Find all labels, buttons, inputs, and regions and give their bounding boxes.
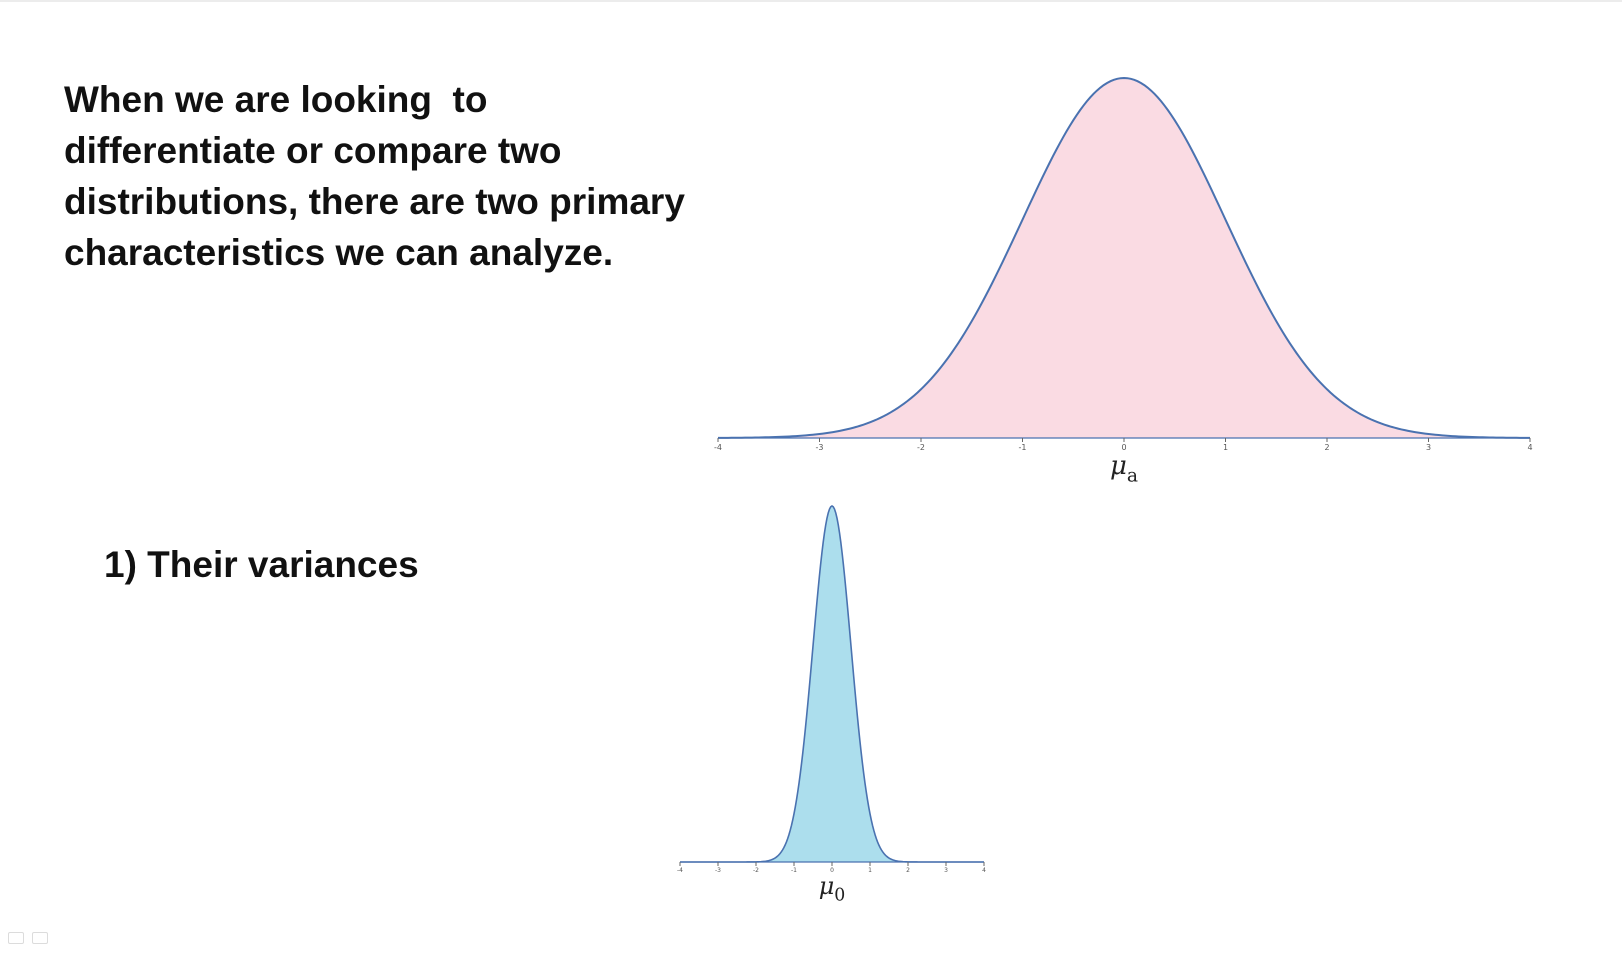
intro-line: differentiate or compare two	[64, 130, 562, 171]
tick-label: 0	[830, 867, 834, 874]
intro-line: characteristics we can analyze.	[64, 232, 614, 273]
tick-label: 3	[1426, 443, 1431, 452]
tick-label: -1	[1019, 443, 1027, 452]
tick-label: -3	[715, 867, 721, 874]
curve-line-a	[717, 76, 1531, 439]
tick-label: 0	[1121, 443, 1126, 452]
tick-label: 4	[982, 867, 986, 874]
top-rule	[0, 0, 1622, 2]
intro-line: When we are looking to	[64, 79, 488, 120]
normal-curve-chart-0: -4 -3 -2 -1 0 1 2 3 4 μ0	[677, 505, 986, 906]
normal-curve-chart-a: -4 -3 -2 -1 0 1 2 3 4 μa	[714, 76, 1533, 486]
next-slide-icon[interactable]	[32, 932, 48, 944]
tick-label: -3	[816, 443, 824, 452]
curve-fill-0	[680, 506, 984, 862]
tick-label: 2	[906, 867, 910, 874]
tick-label: -1	[791, 867, 797, 874]
point-variances: 1) Their variances	[104, 544, 419, 585]
tick-label: 4	[1527, 443, 1532, 452]
tick-label: 1	[1223, 443, 1228, 452]
tick-label: -4	[714, 443, 722, 452]
tick-label: -2	[917, 443, 925, 452]
curve-fill-a	[718, 78, 1530, 438]
tick-label: -2	[753, 867, 759, 874]
mean-label-a: μa	[1110, 451, 1138, 486]
tick-label: 1	[868, 867, 872, 874]
tick-label: 3	[944, 867, 948, 874]
tick-label: -4	[677, 867, 683, 874]
slide-nav-icons	[8, 932, 48, 944]
tick-label: 2	[1324, 443, 1329, 452]
intro-paragraph: When we are looking to differentiate or …	[64, 74, 744, 278]
notes-icon[interactable]	[8, 932, 24, 944]
mean-label-0: μ0	[819, 872, 846, 906]
intro-line: distributions, there are two primary	[64, 181, 685, 222]
